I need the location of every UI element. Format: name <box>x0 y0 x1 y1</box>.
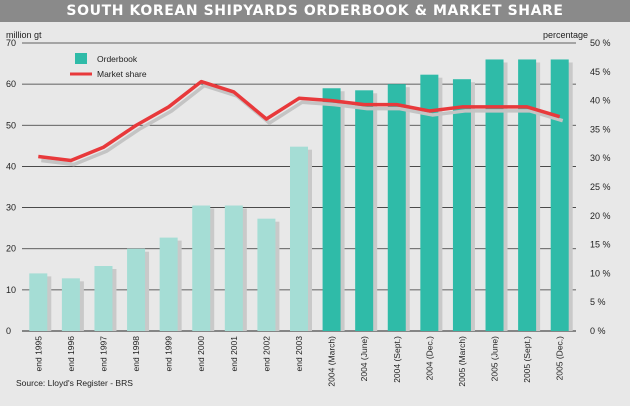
bar <box>61 278 80 331</box>
bar <box>29 273 48 331</box>
bar <box>290 146 308 331</box>
y2-tick-label: 15 % <box>590 240 611 250</box>
y2-tick-label: 40 % <box>590 96 611 106</box>
y2-tick-label: 30 % <box>590 153 611 163</box>
y2-tick-label: 20 % <box>590 211 611 221</box>
bar <box>224 205 243 331</box>
legend-label-market-share: Market share <box>97 69 147 79</box>
x-tick-label: end 2000 <box>196 336 206 372</box>
x-tick-label: end 2001 <box>229 336 239 372</box>
y2-tick-label: 0 % <box>590 326 606 336</box>
x-tick-label: end 2002 <box>261 336 271 372</box>
x-tick-label: end 1996 <box>66 336 76 372</box>
bar <box>387 84 406 332</box>
y-tick-label: 30 <box>6 203 16 213</box>
bar <box>518 59 537 331</box>
x-tick-label: end 2003 <box>294 336 304 372</box>
bar <box>420 74 439 332</box>
x-tick-label: 2004 (June) <box>359 336 369 382</box>
y2-tick-label: 35 % <box>590 124 611 134</box>
bar <box>94 265 113 331</box>
bar <box>322 88 341 331</box>
x-tick-label: 2005 (Dec.) <box>555 336 565 381</box>
x-tick-label: end 1995 <box>33 336 43 372</box>
source-note: Source: Lloyd's Register - BRS <box>16 378 133 388</box>
title-bar <box>0 0 630 22</box>
legend-label-orderbook: Orderbook <box>97 54 138 64</box>
y2-tick-label: 25 % <box>590 182 611 192</box>
left-axis-unit: million gt <box>6 30 42 40</box>
x-tick-label: 2005 (June) <box>490 336 500 382</box>
y-tick-label: 20 <box>6 244 16 254</box>
y2-tick-label: 5 % <box>590 297 606 307</box>
chart-title: SOUTH KOREAN SHIPYARDS ORDERBOOK & MARKE… <box>66 3 564 19</box>
right-axis-unit: percentage <box>542 30 588 40</box>
y2-tick-label: 10 % <box>590 268 611 278</box>
bar <box>192 205 211 331</box>
y-tick-label: 50 <box>6 120 16 130</box>
x-tick-label: end 1997 <box>98 336 108 372</box>
bar <box>550 59 569 331</box>
x-tick-label: 2005 (Sept.) <box>522 336 532 383</box>
bar <box>257 218 276 331</box>
legend-swatch-orderbook <box>75 53 87 64</box>
x-tick-label: end 1998 <box>131 336 141 372</box>
x-tick-label: 2005 (March) <box>457 336 467 387</box>
y-tick-label: 10 <box>6 285 16 295</box>
y-tick-label: 0 <box>6 326 11 336</box>
y-tick-label: 40 <box>6 161 16 171</box>
y2-tick-label: 45 % <box>590 67 611 77</box>
x-tick-label: 2004 (Dec.) <box>424 336 434 381</box>
bar <box>485 59 504 331</box>
bar <box>355 90 374 331</box>
y-tick-label: 60 <box>6 79 16 89</box>
bar <box>127 248 146 331</box>
x-tick-label: 2004 (March) <box>327 336 337 387</box>
series-line-shadow <box>41 83 564 167</box>
bar <box>159 237 178 331</box>
bar <box>452 79 471 331</box>
x-tick-label: 2004 (Sept.) <box>392 336 402 383</box>
y-tick-label: 70 <box>6 38 16 48</box>
x-tick-label: end 1999 <box>164 336 174 372</box>
series-line <box>38 79 561 163</box>
y2-tick-label: 50 % <box>590 38 611 48</box>
